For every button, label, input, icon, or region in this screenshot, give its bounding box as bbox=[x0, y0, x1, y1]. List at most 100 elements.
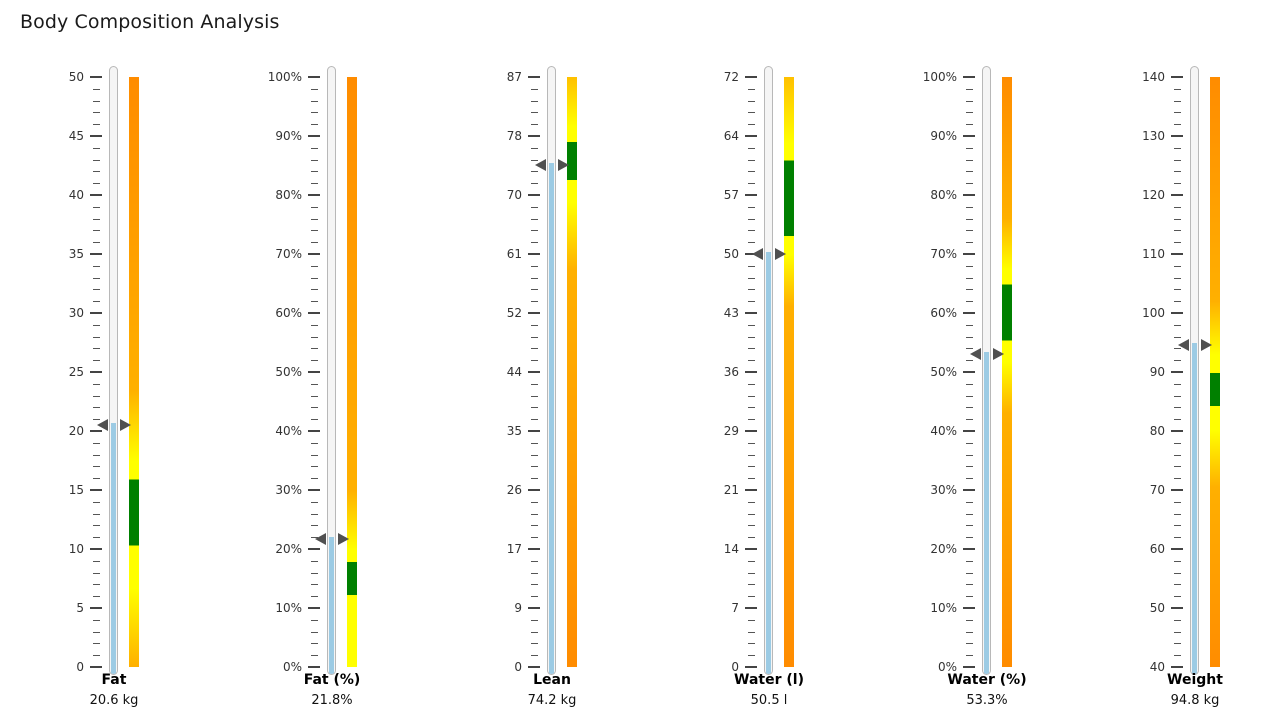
minor-tick bbox=[1174, 360, 1181, 361]
tick-label: 15 bbox=[68, 483, 84, 497]
major-tick bbox=[308, 194, 320, 196]
tick-label: 80% bbox=[275, 188, 302, 202]
major-tick bbox=[308, 135, 320, 137]
minor-tick bbox=[748, 655, 755, 656]
minor-tick bbox=[531, 325, 538, 326]
gauge-label: Fat bbox=[101, 672, 127, 688]
tick-label: 30% bbox=[275, 483, 302, 497]
value-pointer-icon bbox=[97, 417, 131, 431]
major-tick bbox=[90, 194, 102, 196]
gauge-fill bbox=[766, 252, 771, 674]
tick-label: 80% bbox=[930, 188, 957, 202]
minor-tick bbox=[311, 620, 318, 621]
tick-label: 64 bbox=[723, 129, 739, 143]
minor-tick bbox=[966, 643, 973, 644]
tick-label: 10% bbox=[930, 601, 957, 615]
major-tick bbox=[528, 194, 540, 196]
tick-label: 70% bbox=[275, 247, 302, 261]
tick-label: 0 bbox=[731, 660, 739, 674]
tick-label: 35 bbox=[68, 247, 84, 261]
minor-tick bbox=[93, 384, 100, 385]
minor-tick bbox=[531, 596, 538, 597]
gauge-tube bbox=[327, 66, 336, 675]
minor-tick bbox=[966, 514, 973, 515]
minor-tick bbox=[748, 207, 755, 208]
minor-tick bbox=[93, 242, 100, 243]
minor-tick bbox=[966, 89, 973, 90]
gauge-fill bbox=[984, 351, 989, 674]
major-tick bbox=[528, 666, 540, 668]
axis-ticks: 0 9 17 26 35 44 52 61 70 78 87 bbox=[478, 0, 578, 719]
major-tick bbox=[745, 194, 757, 196]
minor-tick bbox=[93, 301, 100, 302]
major-tick bbox=[90, 371, 102, 373]
tick-label: 40% bbox=[275, 424, 302, 438]
tick-label: 25 bbox=[68, 365, 84, 379]
minor-tick bbox=[311, 407, 318, 408]
minor-tick bbox=[748, 124, 755, 125]
major-tick bbox=[308, 312, 320, 314]
minor-tick bbox=[966, 242, 973, 243]
minor-tick bbox=[531, 561, 538, 562]
minor-tick bbox=[311, 384, 318, 385]
tick-label: 10 bbox=[68, 542, 84, 556]
major-tick bbox=[90, 312, 102, 314]
minor-tick bbox=[93, 514, 100, 515]
major-tick bbox=[528, 489, 540, 491]
minor-tick bbox=[966, 561, 973, 562]
gauge-value: 53.3% bbox=[966, 693, 1008, 708]
minor-tick bbox=[531, 514, 538, 515]
major-tick bbox=[745, 666, 757, 668]
minor-tick bbox=[531, 337, 538, 338]
minor-tick bbox=[748, 101, 755, 102]
minor-tick bbox=[311, 466, 318, 467]
minor-tick bbox=[531, 207, 538, 208]
gauge-tube bbox=[1190, 66, 1199, 675]
minor-tick bbox=[531, 171, 538, 172]
major-tick bbox=[963, 371, 975, 373]
minor-tick bbox=[93, 455, 100, 456]
minor-tick bbox=[1174, 537, 1181, 538]
minor-tick bbox=[1174, 112, 1181, 113]
major-tick bbox=[1171, 76, 1183, 78]
minor-tick bbox=[93, 337, 100, 338]
minor-tick bbox=[1174, 219, 1181, 220]
gauge-value: 94.8 kg bbox=[1170, 693, 1220, 708]
minor-tick bbox=[966, 183, 973, 184]
minor-tick bbox=[748, 514, 755, 515]
minor-tick bbox=[1174, 242, 1181, 243]
tick-label: 78 bbox=[506, 129, 522, 143]
minor-tick bbox=[748, 502, 755, 503]
minor-tick bbox=[748, 419, 755, 420]
tick-label: 60 bbox=[1149, 542, 1165, 556]
major-tick bbox=[963, 76, 975, 78]
minor-tick bbox=[1174, 301, 1181, 302]
major-tick bbox=[1171, 430, 1183, 432]
minor-tick bbox=[531, 620, 538, 621]
minor-tick bbox=[966, 419, 973, 420]
major-tick bbox=[745, 548, 757, 550]
minor-tick bbox=[966, 655, 973, 656]
minor-tick bbox=[531, 301, 538, 302]
major-tick bbox=[745, 76, 757, 78]
minor-tick bbox=[93, 325, 100, 326]
minor-tick bbox=[93, 502, 100, 503]
minor-tick bbox=[531, 183, 538, 184]
minor-tick bbox=[966, 207, 973, 208]
minor-tick bbox=[93, 360, 100, 361]
minor-tick bbox=[93, 148, 100, 149]
major-tick bbox=[308, 548, 320, 550]
axis-ticks: 0% 10% 20% 30% 40% 50% 60% 70% 80% 90% 100% bbox=[913, 0, 1013, 719]
tick-label: 9 bbox=[514, 601, 522, 615]
tick-label: 45 bbox=[68, 129, 84, 143]
minor-tick bbox=[1174, 596, 1181, 597]
gauge-tube bbox=[982, 66, 991, 675]
major-tick bbox=[528, 312, 540, 314]
minor-tick bbox=[1174, 101, 1181, 102]
tick-label: 57 bbox=[723, 188, 739, 202]
gauge-fill bbox=[549, 162, 554, 674]
minor-tick bbox=[1174, 502, 1181, 503]
minor-tick bbox=[311, 419, 318, 420]
minor-tick bbox=[311, 348, 318, 349]
range-zone-bar bbox=[129, 77, 139, 667]
